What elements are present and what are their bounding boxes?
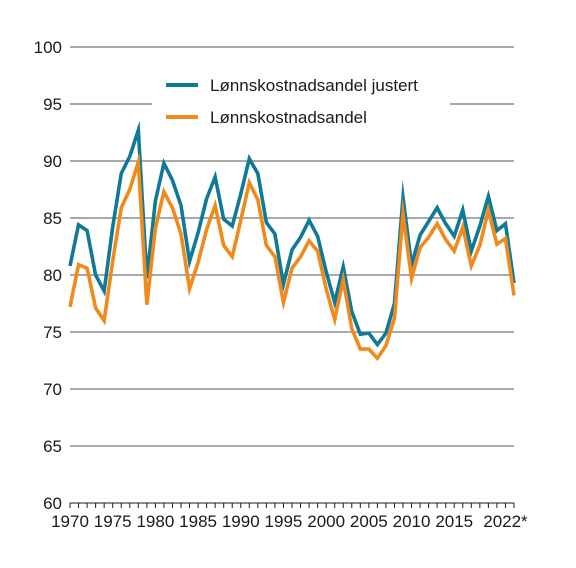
x-tick-label: 2005: [350, 512, 388, 531]
x-tick-label: 1990: [222, 512, 260, 531]
legend-label-1: Lønnskostnadsandel justert: [210, 76, 418, 95]
series-line-2: [68, 152, 516, 362]
y-tick-label: 65: [43, 437, 62, 456]
x-tick-label: 2015: [435, 512, 473, 531]
legend-label-2: Lønnskostnadsandel: [210, 108, 367, 127]
x-tick-label: 1975: [94, 512, 132, 531]
y-tick-label: 60: [43, 494, 62, 513]
x-tick-label: 1970: [51, 512, 89, 531]
y-tick-label: 70: [43, 380, 62, 399]
legend: Lønnskostnadsandel justert Lønnskostnadsa…: [152, 70, 450, 132]
y-tick-label: 80: [43, 266, 62, 285]
y-tick-label: 75: [43, 323, 62, 342]
y-tick-label: 95: [43, 95, 62, 114]
x-tick-label: 2000: [307, 512, 345, 531]
x-tick-label: 1995: [265, 512, 303, 531]
legend-background: [152, 70, 450, 132]
x-tick-label: 1985: [179, 512, 217, 531]
y-tick-label: 85: [43, 209, 62, 228]
x-tick-label: 2010: [393, 512, 431, 531]
x-tick-label: 1980: [136, 512, 174, 531]
y-tick-label: 100: [34, 38, 62, 57]
series-lines: [68, 120, 516, 362]
axes: 60 65 70 75 80 85 90 95 100 1970 1975 1980 1985 1990 1…: [34, 38, 528, 531]
y-tick-label: 90: [43, 152, 62, 171]
x-tick-label: 2022*: [483, 512, 528, 531]
